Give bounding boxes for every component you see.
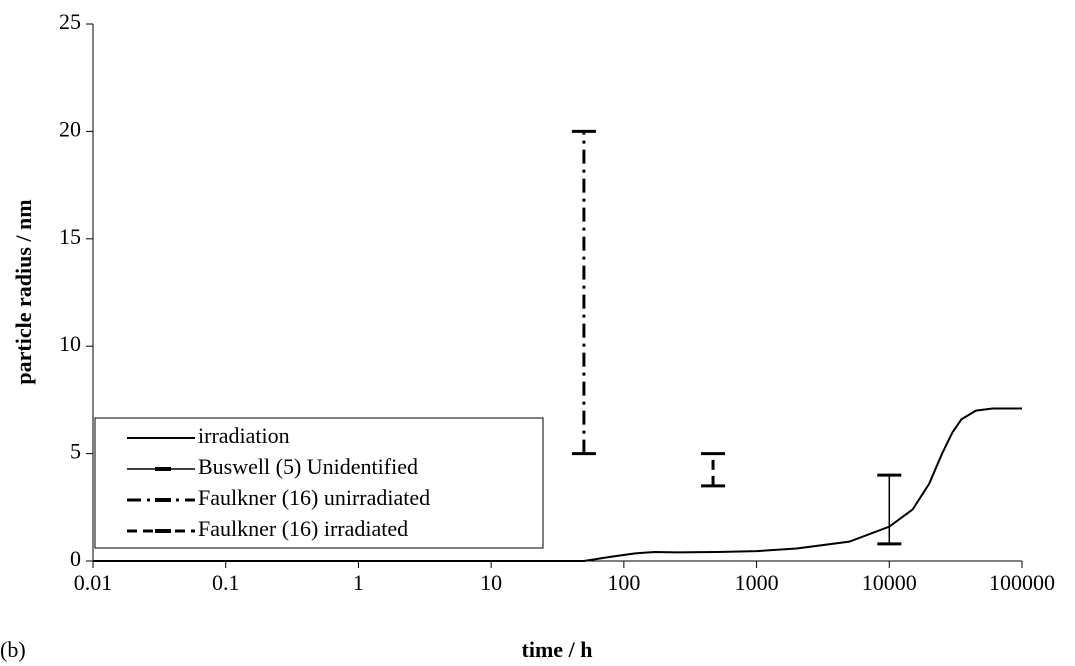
legend-label: irradiation [198, 423, 290, 448]
y-tick-label: 0 [70, 546, 81, 571]
x-tick-label: 0.1 [212, 570, 240, 595]
x-tick-label: 10000 [862, 570, 917, 595]
y-tick-label: 25 [59, 9, 81, 34]
y-axis-label: particle radius / nm [11, 199, 36, 384]
y-tick-label: 20 [59, 116, 81, 141]
legend-label: Faulkner (16) unirradiated [198, 485, 430, 510]
legend-label: Buswell (5) Unidentified [198, 454, 418, 479]
x-tick-label: 100 [607, 570, 640, 595]
x-axis-label: time / h [522, 637, 593, 662]
y-tick-label: 10 [59, 331, 81, 356]
x-tick-label: 100000 [989, 570, 1055, 595]
x-tick-label: 1 [353, 570, 364, 595]
legend-box [94, 417, 544, 549]
x-tick-label: 10 [480, 570, 502, 595]
y-tick-label: 15 [59, 224, 81, 249]
y-tick-label: 5 [70, 439, 81, 464]
x-tick-label: 1000 [735, 570, 779, 595]
x-tick-label: 0.01 [74, 570, 113, 595]
panel-label: (b) [0, 637, 26, 662]
data-line [93, 407, 1022, 562]
legend-label: Faulkner (16) irradiated [198, 516, 408, 541]
